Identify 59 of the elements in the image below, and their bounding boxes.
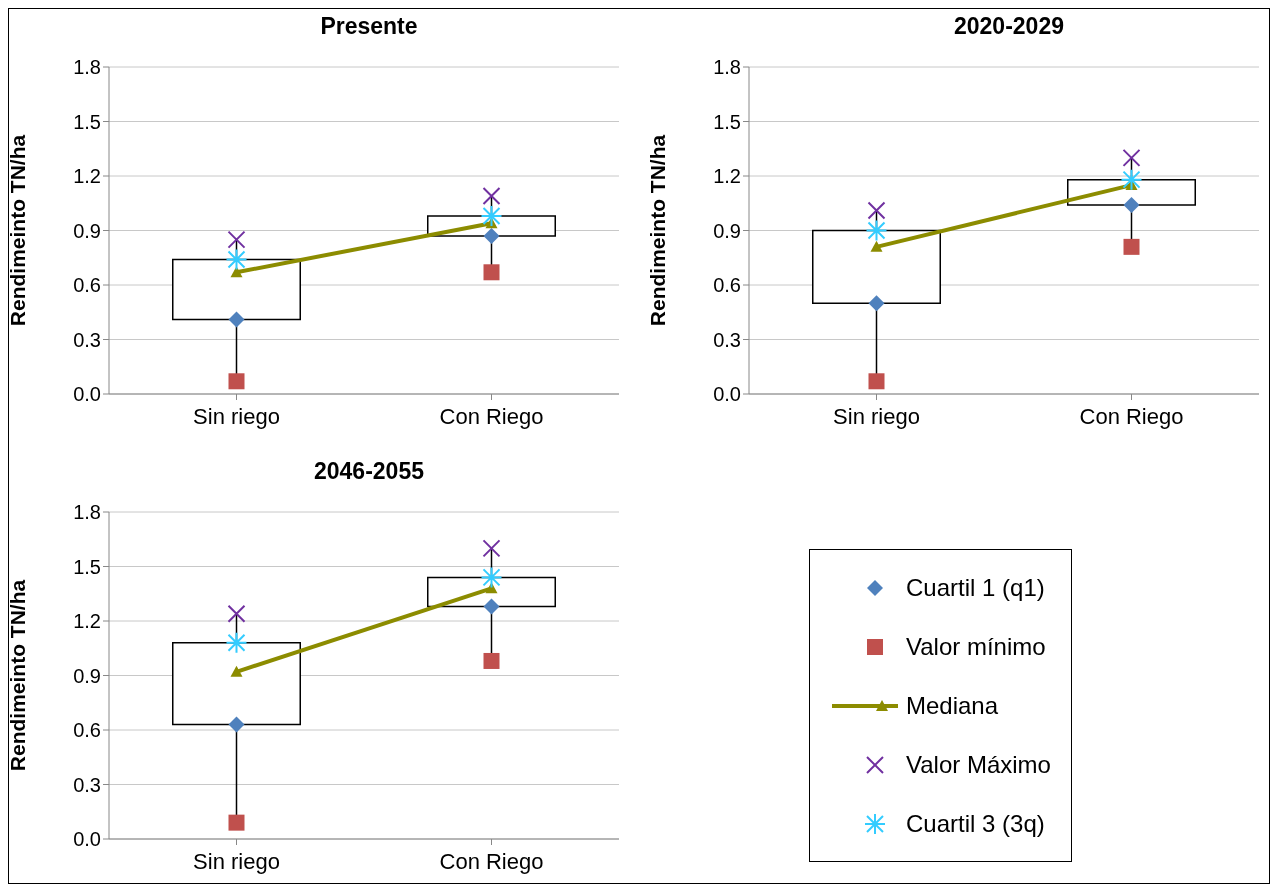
y-axis-title: Rendimeinto TN/ha xyxy=(6,579,30,772)
y-tick-label: 0.6 xyxy=(713,274,741,297)
y-tick-label: 1.8 xyxy=(713,56,741,79)
y-axis-title: Rendimeinto TN/ha xyxy=(646,134,670,327)
point xyxy=(483,652,500,669)
chart-title: Presente xyxy=(319,13,419,40)
y-tick-label: 1.8 xyxy=(73,56,101,79)
y-tick-label: 1.2 xyxy=(713,165,741,188)
point xyxy=(228,716,245,733)
y-tick-label: 1.5 xyxy=(73,110,101,133)
point xyxy=(482,186,501,205)
y-tick-label: 1.8 xyxy=(73,501,101,524)
x-tick-label: Sin riego xyxy=(193,848,280,874)
point xyxy=(225,631,248,654)
point xyxy=(227,604,246,623)
y-tick-label: 0.3 xyxy=(713,328,741,351)
legend-label: Mediana xyxy=(906,691,999,720)
y-tick-label: 0.3 xyxy=(73,773,101,796)
point xyxy=(867,201,886,220)
point xyxy=(227,230,246,249)
chart-title: 2020-2029 xyxy=(953,13,1065,40)
point xyxy=(1122,148,1141,167)
y-tick-label: 0.9 xyxy=(713,219,741,242)
y-tick-label: 0.6 xyxy=(73,274,101,297)
y-tick-label: 0.6 xyxy=(73,719,101,742)
legend-label: Valor Máximo xyxy=(906,750,1051,779)
chart-title: 2046-2055 xyxy=(313,458,425,485)
y-tick-label: 0.0 xyxy=(713,383,741,406)
y-tick-label: 0.0 xyxy=(73,383,101,406)
y-tick-label: 0.3 xyxy=(73,328,101,351)
point xyxy=(228,373,245,390)
y-tick-label: 1.5 xyxy=(713,110,741,133)
point xyxy=(868,295,885,312)
point xyxy=(225,248,248,271)
y-tick-label: 0.9 xyxy=(73,219,101,242)
point xyxy=(482,539,501,558)
legend-label: Valor mínimo xyxy=(906,632,1046,661)
legend-label: Cuartil 3 (3q) xyxy=(906,809,1045,838)
point xyxy=(1123,238,1140,255)
y-tick-label: 0.0 xyxy=(73,828,101,851)
point xyxy=(228,814,245,831)
y-tick-label: 0.9 xyxy=(73,664,101,687)
x-tick-label: Con Riego xyxy=(439,403,544,429)
y-tick-label: 1.2 xyxy=(73,610,101,633)
point xyxy=(228,311,245,328)
point xyxy=(483,264,500,281)
y-tick-label: 1.2 xyxy=(73,165,101,188)
point xyxy=(483,227,500,244)
x-tick-label: Con Riego xyxy=(439,848,544,874)
point xyxy=(483,598,500,615)
legend-label: Cuartil 1 (q1) xyxy=(906,573,1045,602)
y-axis-title: Rendimeinto TN/ha xyxy=(6,134,30,327)
point xyxy=(865,219,888,242)
x-tick-label: Con Riego xyxy=(1079,403,1184,429)
point xyxy=(868,373,885,390)
x-tick-label: Sin riego xyxy=(193,403,280,429)
point xyxy=(1123,197,1140,214)
x-tick-label: Sin riego xyxy=(833,403,920,429)
y-tick-label: 1.5 xyxy=(73,555,101,578)
